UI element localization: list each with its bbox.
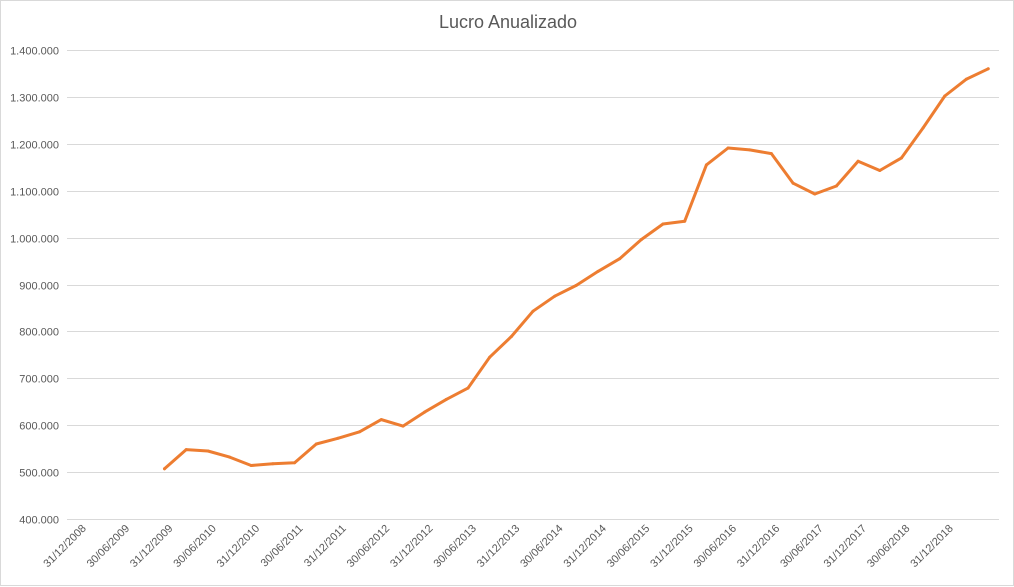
x-tick-label: 30/06/2012 <box>345 523 392 570</box>
x-tick-label: 31/12/2016 <box>735 523 782 570</box>
data-point <box>726 146 730 150</box>
data-point <box>336 436 340 440</box>
x-tick-label: 31/12/2011 <box>302 523 349 570</box>
x-tick-label: 30/06/2016 <box>692 523 739 570</box>
x-tick-label: 30/06/2013 <box>432 523 479 570</box>
data-point <box>379 418 383 422</box>
gridlines <box>67 50 999 520</box>
x-tick-label: 30/06/2014 <box>518 523 565 570</box>
x-axis-tick-labels: 31/12/200830/06/200931/12/200930/06/2010… <box>41 523 955 570</box>
series-layer <box>163 67 990 471</box>
x-tick-label: 31/12/2014 <box>562 523 609 570</box>
y-tick-label: 1.000.000 <box>10 234 59 246</box>
x-tick-label: 30/06/2010 <box>171 523 218 570</box>
data-point <box>553 294 557 298</box>
data-point <box>986 67 990 71</box>
x-tick-label: 30/06/2017 <box>778 523 825 570</box>
y-tick-label: 1.300.000 <box>10 93 59 105</box>
data-point <box>618 257 622 261</box>
data-point <box>661 222 665 226</box>
data-point <box>769 152 773 156</box>
data-point <box>444 397 448 401</box>
data-point <box>813 192 817 196</box>
series-line <box>163 67 990 471</box>
x-tick-label: 30/06/2011 <box>259 523 306 570</box>
data-point <box>900 156 903 160</box>
data-point <box>856 159 860 163</box>
x-tick-label: 31/12/2008 <box>41 523 88 570</box>
data-point <box>423 410 427 414</box>
data-point <box>748 148 752 152</box>
data-point <box>228 455 232 459</box>
x-tick-label: 31/12/2009 <box>128 523 175 570</box>
y-tick-label: 1.400.000 <box>10 46 59 58</box>
data-point <box>596 269 600 273</box>
chart-title: Lucro Anualizado <box>438 12 578 32</box>
y-axis-tick-labels: 400.000 500.000 600.000 700.000 800.000 900.0… <box>10 46 59 527</box>
data-point <box>921 126 925 130</box>
data-point <box>488 355 492 359</box>
y-tick-label: 400.000 <box>19 515 59 527</box>
y-tick-label: 800.000 <box>19 327 59 339</box>
data-point <box>358 430 362 434</box>
y-tick-label: 500.000 <box>19 468 59 480</box>
data-point <box>271 462 275 466</box>
x-tick-label: 31/12/2017 <box>822 523 869 570</box>
x-tick-label: 30/06/2018 <box>865 523 912 570</box>
data-point <box>574 283 578 287</box>
data-point <box>965 77 968 81</box>
x-tick-label: 31/12/2012 <box>388 523 435 570</box>
data-point <box>878 169 882 172</box>
data-point <box>531 309 535 313</box>
y-tick-label: 1.100.000 <box>10 187 59 199</box>
data-point <box>249 464 253 467</box>
x-tick-label: 31/12/2010 <box>215 523 262 570</box>
data-point <box>206 449 210 453</box>
x-tick-label: 31/12/2013 <box>475 523 522 570</box>
data-point <box>834 184 838 188</box>
x-tick-label: 30/06/2015 <box>605 523 652 570</box>
data-point <box>314 442 318 446</box>
data-point <box>293 461 297 465</box>
data-point <box>639 238 643 241</box>
x-tick-label: 31/12/2015 <box>648 523 695 570</box>
y-tick-label: 600.000 <box>19 421 59 433</box>
data-point <box>509 335 513 339</box>
x-tick-label: 31/12/2018 <box>908 523 955 570</box>
data-point <box>184 448 188 452</box>
data-point <box>163 467 166 471</box>
y-tick-label: 700.000 <box>19 374 59 386</box>
data-point <box>466 386 470 390</box>
data-point <box>791 181 795 185</box>
data-point <box>943 94 947 98</box>
data-point <box>683 219 687 223</box>
y-tick-label: 1.200.000 <box>10 140 59 152</box>
x-tick-label: 30/06/2009 <box>85 523 132 570</box>
data-point <box>401 424 405 428</box>
data-point <box>704 163 708 167</box>
y-tick-label: 900.000 <box>19 281 59 293</box>
